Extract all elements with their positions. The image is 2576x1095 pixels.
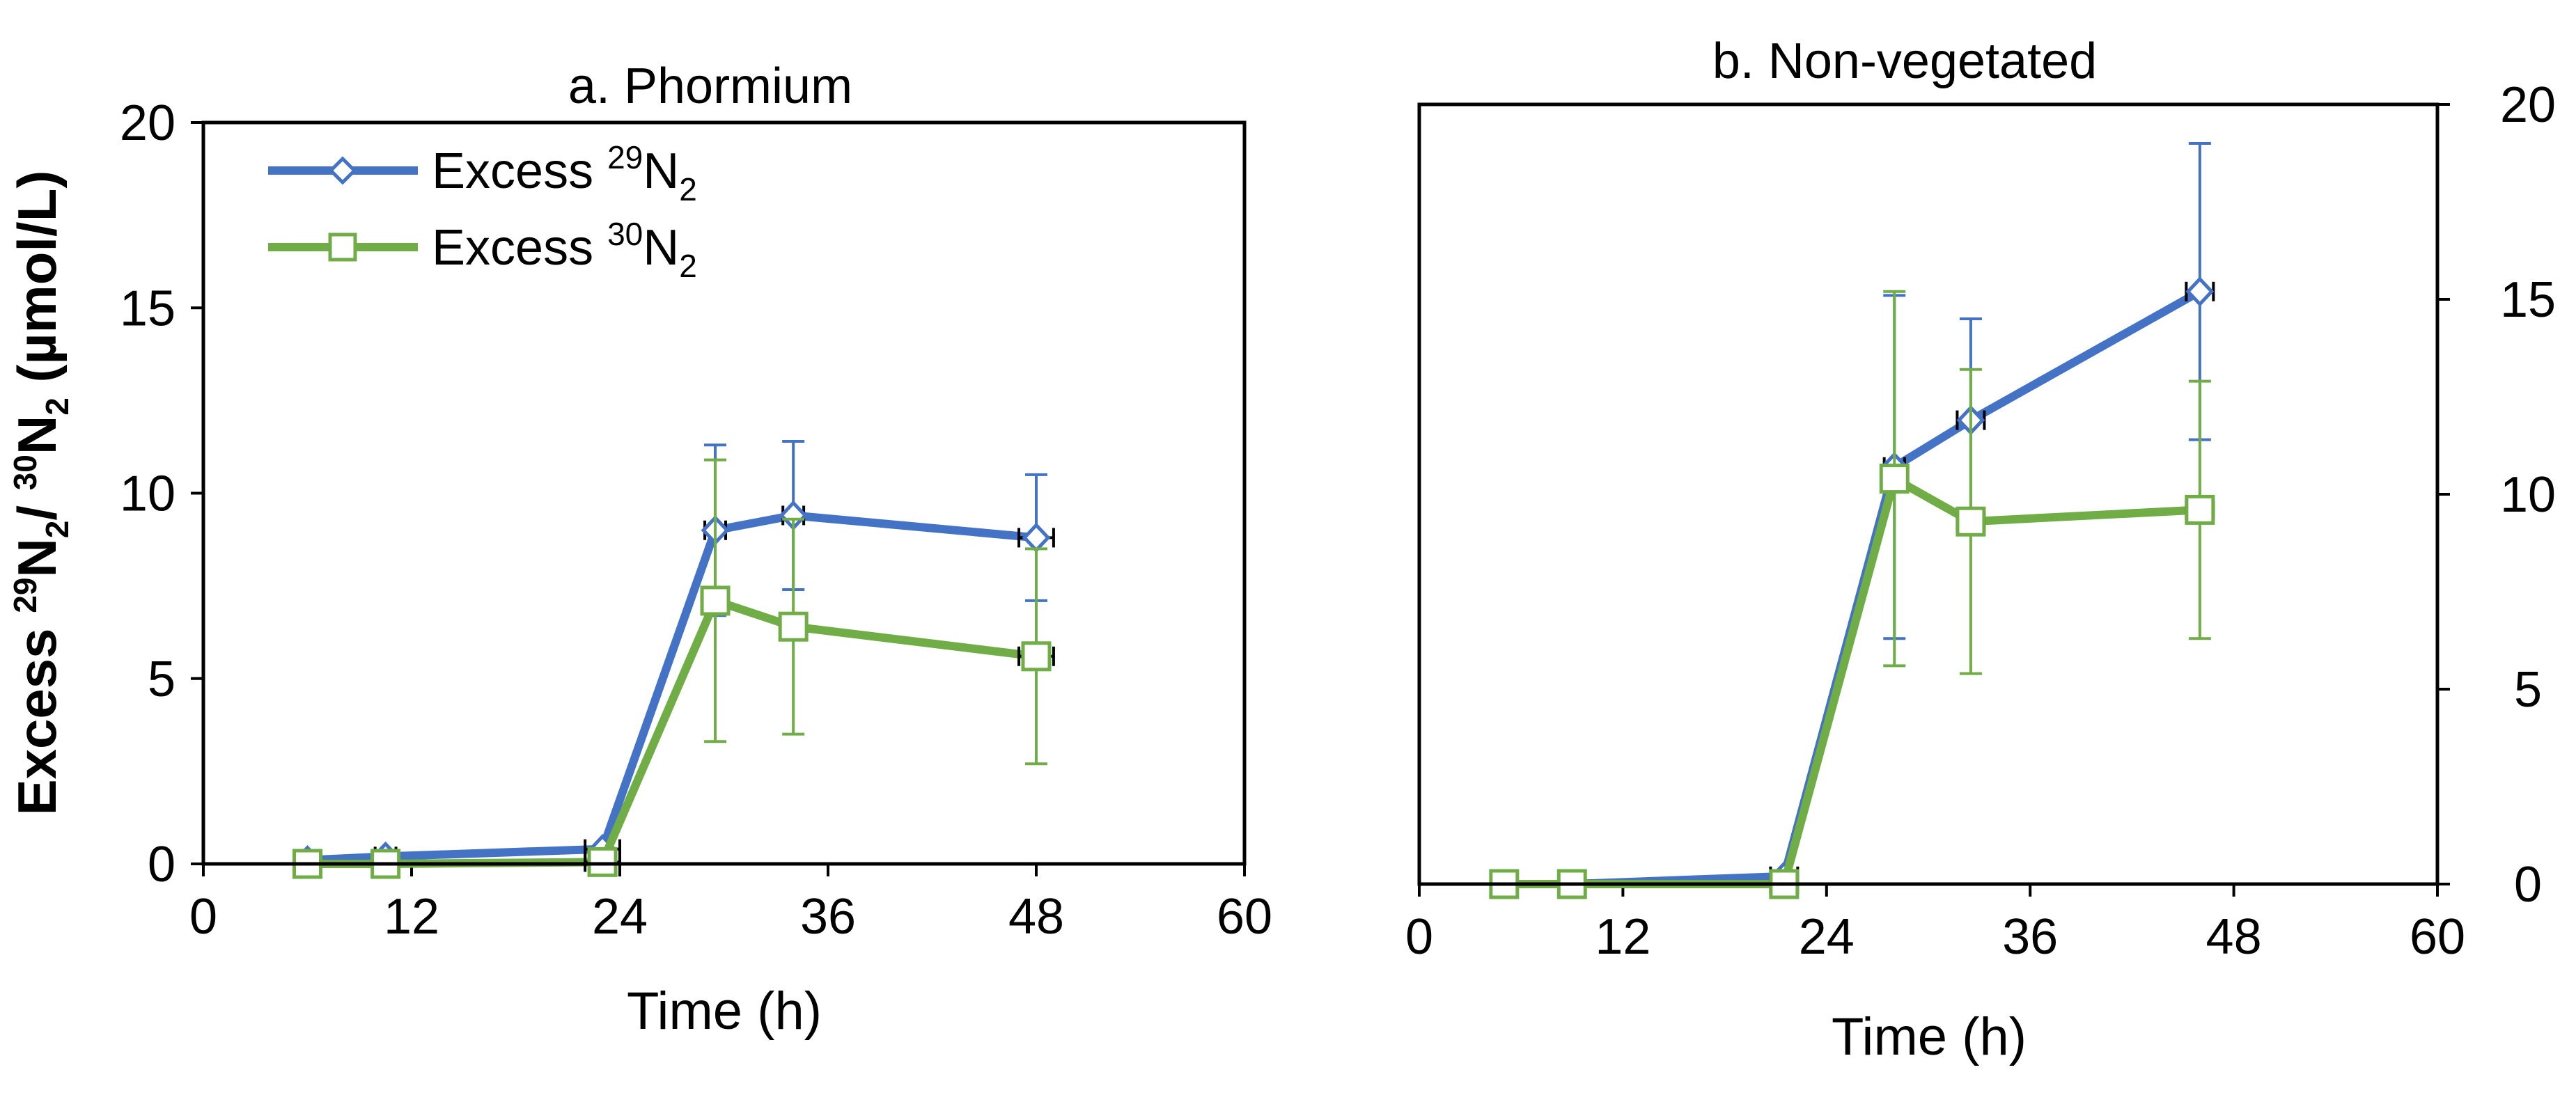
legend-entry-30: Excess 30N2 [268,216,697,284]
y-label-iso2: 30 [7,455,43,490]
y-tick-label: 0 [148,837,175,892]
legend: Excess 29N2 Excess 30N2 [268,139,697,284]
legend-diamond-marker [328,156,357,185]
series-line-29 [307,511,1037,865]
y-tick-label: 10 [120,466,175,522]
x-tick-label: 36 [800,889,856,945]
y-label-unit: (µmol/L) [6,171,68,398]
y-tick-label: 15 [120,281,175,336]
data-point-diamond [1022,522,1051,553]
legend-29-main: Excess [432,143,607,199]
panel-b-title: b. Non-vegetated [1712,33,2097,89]
x-tick-label: 24 [1799,909,1855,965]
legend-entry-29: Excess 29N2 [268,139,697,207]
x-tick-label: 24 [592,889,648,945]
data-point-square [778,611,809,642]
panel-a-x-label: Time (h) [627,982,822,1041]
series-line-29 [1504,287,2202,888]
legend-29-iso: 29 [607,139,643,175]
y-tick-label: 5 [2514,662,2542,718]
panel-a-title: a. Phormium [568,58,852,114]
series-line-30 [307,596,1037,868]
legend-29-elem: N [643,143,679,199]
legend-30-iso: 30 [607,216,643,252]
y-tick-label: 15 [2500,272,2556,328]
x-tick-label: 0 [189,889,217,945]
panel-a-axes: 0 12 24 36 48 60 0 5 10 15 20 [120,95,1272,945]
y-tick-label: 5 [148,652,175,707]
y-label-sub2: 2 [39,397,75,416]
data-point-square [700,585,731,616]
x-tick-label: 60 [1217,889,1272,945]
y-label-elem1: N [6,538,68,577]
data-point-square [587,846,618,877]
panel-a-plot-frame [201,120,1247,866]
x-tick-label: 48 [2206,909,2262,965]
y-label-iso1: 29 [7,578,43,613]
legend-30-main: Excess [432,220,607,276]
x-tick-label: 36 [2002,909,2058,965]
data-point-square [1956,506,1986,537]
x-tick-label: 12 [384,889,439,945]
y-tick-label: 20 [120,95,175,151]
data-point-square [1879,464,1910,494]
series-line-30 [1504,474,2201,888]
legend-29-sub: 2 [679,171,697,207]
legend-square-marker [328,233,357,262]
data-point-square [2185,494,2215,525]
panel-b: b. Non-vegetated 0 12 24 36 48 60 0 5 10 15 20 Tim… [1405,33,2556,1066]
y-label-prefix: Excess [6,613,68,816]
panel-b-plot-frame [1417,102,2440,886]
panel-b-series [1489,142,2215,899]
y-tick-label: 10 [2500,467,2556,523]
y-label-sep: / [6,490,68,520]
legend-30-sub: 2 [679,248,697,284]
legend-30-elem: N [643,220,679,276]
y-label-elem2: N [6,416,68,455]
y-label-sub1: 2 [39,521,75,539]
x-tick-label: 48 [1008,889,1064,945]
x-tick-label: 60 [2410,909,2465,965]
legend-label-30: Excess 30N2 [432,216,697,284]
legend-label-29: Excess 29N2 [432,139,697,207]
y-tick-label: 20 [2500,77,2556,133]
data-point-diamond [2185,276,2215,307]
y-tick-label: 0 [2514,857,2542,913]
panel-a-y-label: Excess 29N2/ 30N2 (µmol/L) [6,171,75,816]
panel-a: a. Phormium 0 12 24 36 48 60 0 5 10 15 20 Time (h)… [6,58,1272,1041]
panel-b-x-label: Time (h) [1832,1007,2027,1066]
x-tick-label: 12 [1595,909,1650,965]
x-tick-label: 0 [1405,909,1433,965]
panel-a-series [292,439,1055,879]
data-point-square [1021,641,1052,672]
panel-b-axes: 0 12 24 36 48 60 0 5 10 15 20 [1405,77,2556,965]
